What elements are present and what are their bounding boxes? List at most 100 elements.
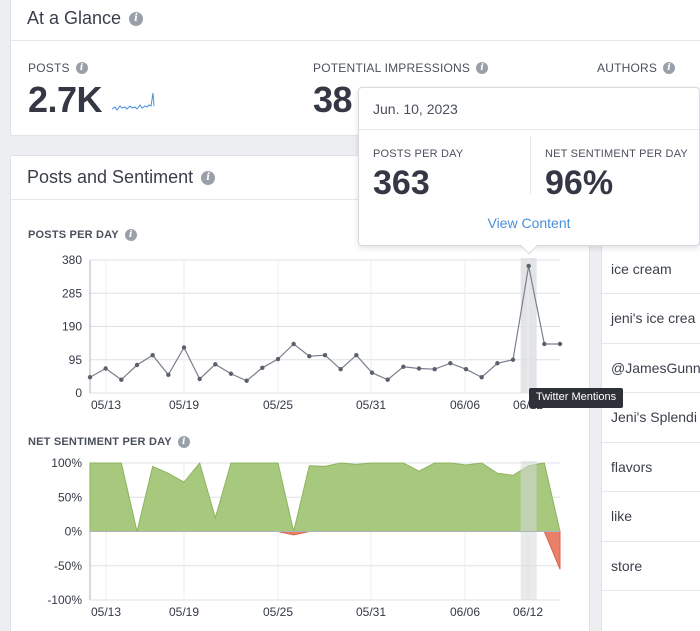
info-icon[interactable]: i (177, 436, 190, 448)
posts-data-point (291, 341, 296, 347)
posts-data-point (197, 376, 202, 382)
info-icon[interactable]: i (75, 62, 88, 74)
posts-sentiment-header: Posts and Sentiment i (11, 156, 589, 200)
posts-data-point (150, 353, 155, 358)
sentiment-x-tick-label: 06/12 (513, 605, 543, 619)
posts-data-point (87, 375, 93, 380)
posts-y-tick-label: 0 (75, 386, 82, 400)
info-icon[interactable]: i (663, 62, 676, 74)
term-list-item[interactable]: flavors (602, 443, 700, 492)
at-a-glance-title: At a Glance (27, 8, 122, 28)
term-list-item[interactable]: @JamesGunn (602, 344, 700, 393)
info-icon[interactable]: i (201, 170, 216, 185)
sentiment-y-tick-label: 100% (51, 456, 82, 470)
impressions-metric-label: POTENTIAL IMPRESSIONS (313, 61, 471, 75)
posts-metric-value: 2.7K (28, 79, 103, 120)
posts-sentiment-title: Posts and Sentiment (27, 167, 194, 187)
twitter-mentions-tooltip: Twitter Mentions (529, 388, 624, 408)
posts-data-point (275, 356, 281, 362)
posts-x-tick-label: 05/31 (356, 398, 386, 412)
posts-x-tick-label: 05/19 (169, 398, 199, 412)
posts-x-tick-label: 05/25 (263, 398, 293, 412)
posts-per-day-label: POSTS PER DAY i (28, 229, 137, 241)
info-icon[interactable]: i (476, 62, 489, 74)
tooltip-posts-label: POSTS PER DAY (373, 148, 464, 160)
sentiment-positive-area (89, 461, 561, 532)
authors-metric: AUTHORS i (597, 61, 676, 75)
posts-data-point (166, 372, 171, 377)
sentiment-y-tick-label: 50% (58, 490, 82, 504)
term-list-item[interactable]: ice cream (602, 245, 700, 294)
sentiment-x-tick-label: 05/13 (91, 605, 121, 619)
posts-data-point (322, 353, 328, 358)
sentiment-highlight-band (520, 461, 537, 600)
posts-data-point (526, 263, 531, 269)
posts-data-point (354, 353, 359, 358)
sentiment-y-tick-label: 0% (65, 525, 83, 539)
posts-data-point (542, 341, 547, 347)
info-icon[interactable]: i (129, 11, 144, 26)
sentiment-x-tick-label: 05/19 (169, 605, 199, 619)
posts-data-point (260, 365, 265, 370)
posts-data-point (134, 362, 140, 368)
posts-metric-label: POSTS (28, 61, 70, 75)
posts-data-point (228, 371, 234, 376)
sentiment-y-tick-label: -50% (54, 559, 82, 573)
posts-data-point (385, 377, 390, 382)
sentiment-y-tick-label: -100% (47, 593, 82, 607)
posts-y-tick-label: 190 (62, 320, 82, 334)
posts-y-tick-label: 95 (69, 353, 83, 367)
posts-data-point (495, 361, 500, 366)
tooltip-sentiment-value: 96% (545, 164, 614, 202)
posts-x-tick-label: 06/06 (450, 398, 480, 412)
posts-highlight-band (520, 258, 537, 393)
at-a-glance-header: At a Glance i (11, 0, 700, 41)
view-content-link[interactable]: View Content (487, 215, 571, 231)
posts-data-point (479, 375, 484, 380)
term-list-item[interactable]: jeni's ice crea (602, 294, 700, 344)
authors-metric-label: AUTHORS (597, 61, 658, 75)
term-list-item[interactable]: Jeni's Splendi (602, 393, 700, 443)
net-sentiment-label: NET SENTIMENT PER DAY i (28, 436, 190, 448)
posts-series-line (89, 265, 560, 382)
posts-metric: POSTS i 2.7K (28, 61, 156, 121)
sentiment-x-tick-label: 06/06 (450, 605, 480, 619)
posts-data-point (119, 377, 124, 382)
posts-data-point (213, 362, 218, 367)
tooltip-divider (530, 136, 531, 194)
posts-data-point (416, 366, 422, 371)
tooltip-date: Jun. 10, 2023 (359, 88, 699, 130)
posts-per-day-label-text: POSTS PER DAY (28, 229, 119, 241)
posts-data-point (557, 341, 563, 347)
net-sentiment-label-text: NET SENTIMENT PER DAY (28, 436, 172, 448)
chart-tooltip: Jun. 10, 2023 POSTS PER DAY 363 NET SENT… (358, 87, 700, 255)
posts-data-point (463, 367, 469, 372)
sentiment-x-tick-label: 05/25 (263, 605, 293, 619)
posts-data-point (432, 367, 437, 372)
posts-data-point (369, 370, 375, 375)
posts-x-tick-label: 05/13 (91, 398, 121, 412)
posts-data-point (338, 367, 343, 372)
posts-y-tick-label: 285 (62, 286, 82, 300)
at-a-glance-card: At a Glance i POSTS i 2.7K POTENTIAL IMPR… (10, 0, 700, 136)
info-icon[interactable]: i (124, 229, 137, 241)
term-list-item[interactable]: like (602, 492, 700, 542)
posts-y-tick-label: 380 (62, 253, 82, 267)
posts-data-point (510, 357, 516, 362)
tooltip-posts-value: 363 (373, 164, 430, 202)
posts-data-point (448, 361, 453, 366)
tooltip-sentiment-label: NET SENTIMENT PER DAY (545, 148, 688, 160)
posts-data-point (103, 366, 108, 371)
sentiment-negative-area (90, 531, 561, 570)
term-list-item[interactable]: store (602, 542, 700, 591)
posts-sparkline (112, 92, 155, 111)
sentiment-x-tick-label: 05/31 (356, 605, 386, 619)
posts-data-point (181, 345, 187, 350)
posts-data-point (244, 378, 249, 383)
posts-data-point (401, 364, 406, 369)
impressions-metric-value: 38 (313, 79, 353, 120)
impressions-metric: POTENTIAL IMPRESSIONS i 38 (313, 61, 489, 121)
posts-data-point (307, 354, 312, 359)
